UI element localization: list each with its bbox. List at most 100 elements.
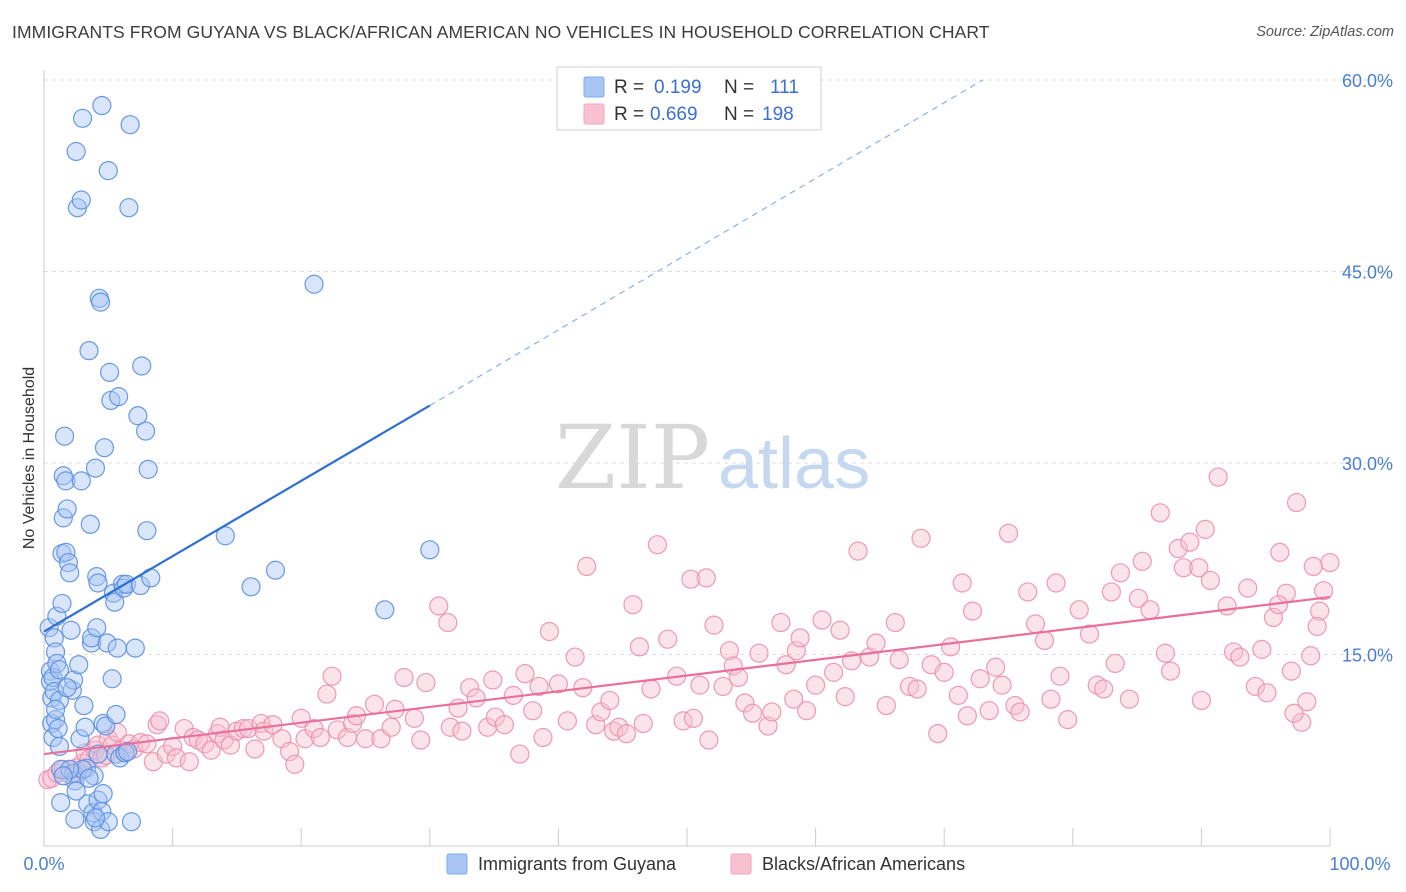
data-point-black-african-american	[762, 702, 782, 722]
data-point-guyana	[108, 387, 129, 407]
data-point-black-african-american	[1320, 552, 1340, 573]
data-point-guyana	[99, 362, 120, 382]
data-point-guyana	[117, 741, 138, 762]
data-point-black-african-american	[322, 666, 342, 686]
data-point-guyana	[65, 809, 85, 829]
data-point-black-african-american	[166, 748, 187, 768]
data-point-black-african-american	[771, 612, 791, 633]
data-point-black-african-american	[928, 724, 948, 744]
y-tick-label: 45.0%	[1342, 263, 1393, 283]
x-tick-label-min: 0.0%	[23, 854, 64, 874]
data-point-black-african-american	[1270, 542, 1290, 562]
data-point-black-african-american	[948, 685, 968, 705]
data-point-guyana	[105, 592, 125, 612]
watermark: ZIP atlas	[555, 406, 870, 509]
data-point-black-african-american	[641, 679, 661, 699]
data-point-guyana	[125, 638, 145, 658]
data-point-black-african-american	[466, 688, 486, 708]
data-point-guyana	[420, 540, 440, 560]
data-point-guyana	[85, 458, 106, 478]
trend-lines	[43, 79, 1331, 756]
data-point-black-african-american	[557, 711, 578, 731]
data-point-black-african-american	[317, 684, 337, 704]
data-point-black-african-american	[1132, 551, 1152, 571]
data-point-black-african-american	[1140, 600, 1160, 620]
data-point-black-african-american	[1128, 588, 1148, 608]
data-point-guyana	[75, 717, 95, 737]
data-point-black-african-american	[539, 621, 559, 642]
data-point-guyana	[138, 459, 158, 479]
data-point-guyana	[60, 563, 80, 583]
data-point-black-african-american	[1286, 492, 1307, 513]
data-point-guyana	[69, 655, 89, 675]
data-point-black-african-american	[1155, 643, 1175, 663]
data-point-guyana	[44, 628, 64, 648]
data-point-black-african-american	[786, 641, 806, 661]
data-point-black-african-american	[285, 754, 305, 774]
data-point-black-african-american	[548, 674, 569, 694]
data-point-black-african-american	[565, 647, 585, 667]
data-point-black-african-american	[812, 610, 832, 630]
data-point-guyana	[58, 552, 79, 573]
data-point-black-african-american	[1200, 570, 1221, 591]
data-point-black-african-american	[429, 596, 449, 616]
data-point-black-african-american	[1195, 519, 1215, 539]
data-point-black-african-american	[790, 628, 810, 648]
data-point-guyana	[85, 808, 106, 828]
data-point-black-african-american	[1252, 639, 1272, 659]
data-point-black-african-american	[310, 727, 331, 748]
data-point-guyana	[304, 274, 324, 294]
source-label: Source: ZipAtlas.com	[1256, 24, 1394, 40]
data-point-black-african-american	[494, 715, 514, 735]
bottom-legend: Immigrants from Guyana Blacks/African Am…	[446, 853, 965, 875]
data-point-guyana	[66, 141, 86, 162]
data-point-black-african-american	[749, 643, 769, 663]
data-point-black-african-american	[523, 701, 543, 721]
data-point-black-african-american	[533, 727, 553, 748]
series-immigrants-from-guyana	[39, 95, 440, 840]
data-point-black-african-american	[1050, 666, 1070, 686]
trendline-guyana	[43, 404, 431, 633]
data-point-black-african-american	[1069, 600, 1089, 620]
data-point-black-african-american	[220, 735, 241, 755]
data-point-black-african-american	[824, 662, 844, 682]
data-point-guyana	[97, 633, 117, 653]
trendline-guyana-extension	[429, 79, 984, 407]
data-point-black-african-american	[784, 689, 804, 709]
data-point-guyana	[80, 514, 100, 534]
data-point-black-african-american	[979, 701, 999, 721]
data-point-black-african-american	[835, 687, 855, 707]
data-point-guyana	[121, 812, 142, 832]
data-point-black-african-american	[885, 612, 905, 633]
data-point-black-african-american	[735, 693, 755, 713]
data-point-black-african-american	[452, 721, 472, 741]
data-point-black-african-american	[1101, 582, 1121, 602]
data-point-guyana	[65, 771, 85, 791]
data-point-guyana	[88, 573, 108, 593]
data-point-guyana	[57, 678, 77, 698]
data-point-guyana	[130, 575, 151, 596]
data-point-black-african-american	[1297, 692, 1317, 712]
data-point-black-african-american	[719, 641, 740, 661]
legend: R = 0.199 N = 111 R = 0.669 N = 198	[556, 66, 822, 131]
data-point-guyana	[54, 426, 75, 446]
legend-swatch-blue	[583, 76, 605, 98]
data-point-guyana	[120, 115, 140, 135]
data-point-black-african-american	[633, 713, 653, 734]
data-point-black-african-american	[438, 612, 458, 633]
data-point-guyana	[137, 521, 157, 541]
data-point-guyana	[375, 600, 395, 620]
data-point-black-african-american	[1173, 558, 1193, 578]
data-point-black-african-american	[992, 675, 1012, 695]
data-point-black-african-american	[998, 523, 1019, 543]
data-point-black-african-american	[1313, 581, 1334, 601]
data-point-black-african-american	[1119, 689, 1139, 709]
data-point-black-african-american	[1168, 538, 1188, 559]
data-point-guyana	[110, 748, 130, 768]
data-point-black-african-american	[623, 595, 643, 615]
data-point-black-african-american	[1094, 679, 1114, 699]
data-point-black-african-american	[150, 711, 170, 731]
data-point-black-african-american	[510, 744, 530, 764]
y-tick-labels: 15.0% 30.0% 45.0% 60.0%	[1342, 71, 1393, 666]
